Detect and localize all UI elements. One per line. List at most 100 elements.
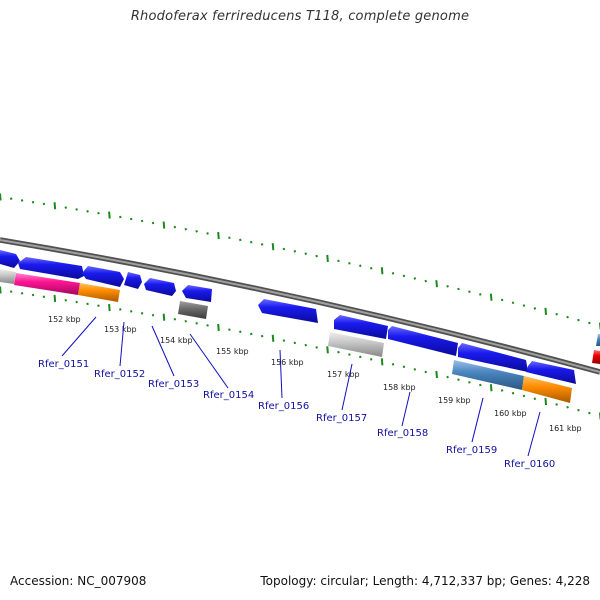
minor-tick <box>293 250 297 253</box>
kbp-label: 161 kbp <box>549 424 582 433</box>
cds-feature[interactable] <box>592 350 600 364</box>
minor-tick <box>97 304 100 307</box>
minor-tick <box>522 304 526 307</box>
minor-tick <box>555 312 558 316</box>
gene-label-rfer-0156[interactable]: Rfer_0156 <box>258 401 309 412</box>
major-tick <box>435 280 438 288</box>
minor-tick <box>402 365 406 369</box>
rna-feature[interactable] <box>178 301 208 319</box>
minor-tick <box>424 279 428 283</box>
minor-tick <box>173 317 177 321</box>
minor-tick <box>129 310 133 313</box>
minor-tick <box>228 328 231 331</box>
gene-label-rfer-0160[interactable]: Rfer_0160 <box>504 459 555 470</box>
cds-feature[interactable] <box>124 272 142 289</box>
minor-tick <box>500 389 504 392</box>
minor-tick <box>151 313 155 317</box>
minor-tick <box>359 264 362 268</box>
minor-tick <box>64 298 68 302</box>
gene-label-rfer-0151[interactable]: Rfer_0151 <box>38 359 89 370</box>
minor-tick <box>566 315 569 319</box>
minor-tick <box>31 293 35 297</box>
minor-tick <box>588 321 591 325</box>
minor-tick <box>479 293 482 296</box>
cds-feature[interactable] <box>18 257 84 279</box>
rna-feature[interactable] <box>328 332 384 357</box>
minor-tick <box>75 300 78 304</box>
minor-tick <box>239 238 242 242</box>
minor-tick <box>20 199 24 202</box>
kbp-label: 160 kbp <box>494 409 527 418</box>
gene-label-rfer-0157[interactable]: Rfer_0157 <box>316 413 367 424</box>
major-tick <box>217 323 220 332</box>
major-tick <box>108 211 111 219</box>
major-tick <box>326 346 329 354</box>
minor-tick <box>424 370 428 374</box>
minor-tick <box>42 295 46 299</box>
gene-label-rfer-0154[interactable]: Rfer_0154 <box>203 390 254 401</box>
cds-feature[interactable] <box>596 334 600 346</box>
gene-label-rfer-0159[interactable]: Rfer_0159 <box>446 445 497 456</box>
major-tick <box>271 334 275 342</box>
minor-tick <box>468 290 471 294</box>
major-tick <box>489 384 493 392</box>
rna-feature[interactable] <box>0 269 16 284</box>
minor-tick <box>348 353 351 356</box>
major-tick <box>108 303 111 312</box>
major-tick <box>435 370 438 379</box>
cds-feature[interactable] <box>526 361 576 384</box>
rna-feature[interactable] <box>78 283 120 302</box>
cds-feature[interactable] <box>258 299 318 323</box>
minor-tick <box>457 287 460 291</box>
minor-tick <box>577 318 580 322</box>
minor-tick <box>391 272 395 275</box>
minor-tick <box>402 274 406 278</box>
major-tick <box>489 293 493 301</box>
minor-tick <box>173 225 177 229</box>
minor-tick <box>500 298 504 302</box>
major-tick <box>544 397 548 406</box>
minor-tick <box>337 259 340 263</box>
kbp-label: 156 kbp <box>271 358 304 367</box>
gene-label-rfer-0158[interactable]: Rfer_0158 <box>377 428 428 439</box>
minor-tick <box>566 405 569 409</box>
minor-tick <box>86 302 89 306</box>
cds-feature[interactable] <box>0 250 20 268</box>
cds-feature[interactable] <box>388 326 458 356</box>
minor-tick <box>31 200 35 204</box>
kbp-label: 152 kbp <box>48 315 81 324</box>
minor-tick <box>282 247 286 251</box>
rna-feature[interactable] <box>452 360 524 390</box>
major-tick <box>53 294 57 303</box>
minor-tick <box>468 381 471 384</box>
major-tick <box>162 221 166 229</box>
cds-feature[interactable] <box>182 285 212 302</box>
major-tick <box>0 193 2 201</box>
minor-tick <box>555 403 558 406</box>
minor-tick <box>249 332 253 336</box>
minor-tick <box>184 319 188 323</box>
rna-feature[interactable] <box>522 376 572 403</box>
minor-tick <box>9 197 13 200</box>
minor-tick <box>140 219 144 223</box>
rna-feature[interactable] <box>14 273 80 295</box>
minor-tick <box>479 383 482 387</box>
kbp-label: 158 kbp <box>383 383 416 392</box>
minor-tick <box>369 358 373 361</box>
minor-tick <box>129 217 133 221</box>
cds-feature[interactable] <box>144 278 176 296</box>
kbp-label: 154 kbp <box>160 336 193 345</box>
cds-feature[interactable] <box>458 343 528 372</box>
accession-text: Accession: NC_007908 <box>10 574 147 588</box>
cds-feature[interactable] <box>334 315 388 339</box>
minor-tick <box>184 227 188 231</box>
minor-tick <box>260 243 264 246</box>
gene-label-rfer-0152[interactable]: Rfer_0152 <box>94 369 145 380</box>
cds-feature[interactable] <box>82 266 124 287</box>
minor-tick <box>195 230 198 233</box>
gene-label-rfer-0153[interactable]: Rfer_0153 <box>148 379 199 390</box>
kbp-scale-labels: 152 kbp 153 kbp 154 kbp 155 kbp 156 kbp … <box>48 315 582 433</box>
minor-tick <box>42 202 46 206</box>
major-tick <box>544 307 548 315</box>
